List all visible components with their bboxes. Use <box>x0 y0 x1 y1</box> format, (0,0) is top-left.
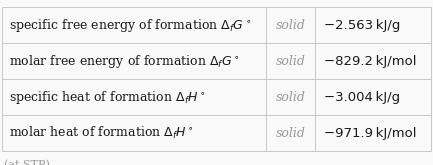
Text: −3.004 kJ/g: −3.004 kJ/g <box>324 91 401 104</box>
Text: molar free energy of formation $\Delta_f G^\circ$: molar free energy of formation $\Delta_f… <box>9 53 239 70</box>
Text: solid: solid <box>275 55 305 68</box>
Text: −971.9 kJ/mol: −971.9 kJ/mol <box>324 127 417 140</box>
Text: solid: solid <box>275 19 305 32</box>
Text: −2.563 kJ/g: −2.563 kJ/g <box>324 19 401 32</box>
Text: solid: solid <box>275 127 305 140</box>
Text: −829.2 kJ/mol: −829.2 kJ/mol <box>324 55 417 68</box>
Text: (at STP): (at STP) <box>4 160 50 165</box>
Text: specific heat of formation $\Delta_f H^\circ$: specific heat of formation $\Delta_f H^\… <box>9 89 205 106</box>
Text: solid: solid <box>275 91 305 104</box>
Text: molar heat of formation $\Delta_f H^\circ$: molar heat of formation $\Delta_f H^\cir… <box>9 125 194 141</box>
Text: specific free energy of formation $\Delta_f G^\circ$: specific free energy of formation $\Delt… <box>9 17 251 34</box>
